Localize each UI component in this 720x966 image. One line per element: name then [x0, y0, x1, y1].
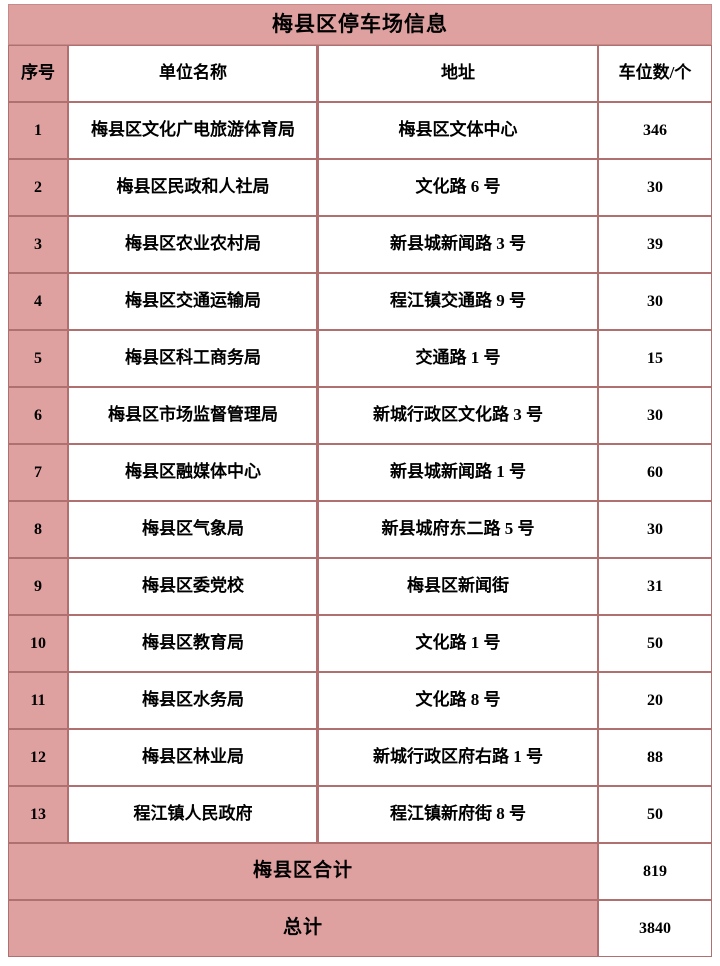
row-index: 2	[8, 159, 68, 216]
row-space-count: 20	[598, 672, 712, 729]
table-row: 11 梅县区水务局 文化路 8 号 20	[8, 672, 712, 729]
row-space-count: 50	[598, 786, 712, 843]
row-index: 6	[8, 387, 68, 444]
row-index: 13	[8, 786, 68, 843]
row-unit-name: 梅县区委党校	[68, 558, 318, 615]
table-row: 6 梅县区市场监督管理局 新城行政区文化路 3 号 30	[8, 387, 712, 444]
row-space-count: 31	[598, 558, 712, 615]
district-subtotal-value: 819	[598, 843, 712, 900]
row-address: 程江镇新府街 8 号	[318, 786, 598, 843]
row-unit-name: 梅县区水务局	[68, 672, 318, 729]
row-index: 4	[8, 273, 68, 330]
grand-total-label: 总计	[8, 900, 598, 957]
row-index: 3	[8, 216, 68, 273]
row-address: 梅县区新闻街	[318, 558, 598, 615]
row-address: 梅县区文体中心	[318, 102, 598, 159]
table-row: 1 梅县区文化广电旅游体育局 梅县区文体中心 346	[8, 102, 712, 159]
row-unit-name: 梅县区科工商务局	[68, 330, 318, 387]
row-address: 新城行政区文化路 3 号	[318, 387, 598, 444]
row-space-count: 30	[598, 387, 712, 444]
district-subtotal-label: 梅县区合计	[8, 843, 598, 900]
row-index: 1	[8, 102, 68, 159]
row-address: 新县城府东二路 5 号	[318, 501, 598, 558]
district-subtotal-row: 梅县区合计 819	[8, 843, 712, 900]
table-row: 5 梅县区科工商务局 交通路 1 号 15	[8, 330, 712, 387]
row-address: 文化路 6 号	[318, 159, 598, 216]
row-index: 12	[8, 729, 68, 786]
row-address: 文化路 1 号	[318, 615, 598, 672]
row-space-count: 15	[598, 330, 712, 387]
row-unit-name: 梅县区气象局	[68, 501, 318, 558]
row-index: 7	[8, 444, 68, 501]
table-row: 12 梅县区林业局 新城行政区府右路 1 号 88	[8, 729, 712, 786]
row-address: 新城行政区府右路 1 号	[318, 729, 598, 786]
row-index: 9	[8, 558, 68, 615]
row-address: 文化路 8 号	[318, 672, 598, 729]
row-index: 5	[8, 330, 68, 387]
row-address: 交通路 1 号	[318, 330, 598, 387]
table-row: 4 梅县区交通运输局 程江镇交通路 9 号 30	[8, 273, 712, 330]
row-address: 程江镇交通路 9 号	[318, 273, 598, 330]
row-space-count: 50	[598, 615, 712, 672]
row-unit-name: 梅县区市场监督管理局	[68, 387, 318, 444]
column-header-address: 地址	[318, 45, 598, 102]
row-space-count: 39	[598, 216, 712, 273]
table-row: 3 梅县区农业农村局 新县城新闻路 3 号 39	[8, 216, 712, 273]
table-row: 13 程江镇人民政府 程江镇新府街 8 号 50	[8, 786, 712, 843]
row-space-count: 30	[598, 273, 712, 330]
page-title: 梅县区停车场信息	[8, 4, 712, 45]
row-space-count: 88	[598, 729, 712, 786]
row-unit-name: 梅县区林业局	[68, 729, 318, 786]
row-unit-name: 梅县区民政和人社局	[68, 159, 318, 216]
row-space-count: 346	[598, 102, 712, 159]
row-index: 10	[8, 615, 68, 672]
column-header-index: 序号	[8, 45, 68, 102]
table-row: 9 梅县区委党校 梅县区新闻街 31	[8, 558, 712, 615]
row-unit-name: 梅县区文化广电旅游体育局	[68, 102, 318, 159]
row-unit-name: 梅县区教育局	[68, 615, 318, 672]
row-index: 8	[8, 501, 68, 558]
table-row: 7 梅县区融媒体中心 新县城新闻路 1 号 60	[8, 444, 712, 501]
table-row: 10 梅县区教育局 文化路 1 号 50	[8, 615, 712, 672]
row-index: 11	[8, 672, 68, 729]
table-body: 梅县区停车场信息 序号 单位名称 地址 车位数/个 1 梅县区文化广电旅游体育局…	[8, 4, 712, 957]
row-unit-name: 梅县区融媒体中心	[68, 444, 318, 501]
row-space-count: 30	[598, 159, 712, 216]
row-unit-name: 梅县区农业农村局	[68, 216, 318, 273]
table-title-row: 梅县区停车场信息	[8, 4, 712, 45]
row-address: 新县城新闻路 3 号	[318, 216, 598, 273]
parking-lot-table: 梅县区停车场信息 序号 单位名称 地址 车位数/个 1 梅县区文化广电旅游体育局…	[8, 4, 712, 957]
grand-total-value: 3840	[598, 900, 712, 957]
row-space-count: 60	[598, 444, 712, 501]
column-header-count: 车位数/个	[598, 45, 712, 102]
grand-total-row: 总计 3840	[8, 900, 712, 957]
table-row: 2 梅县区民政和人社局 文化路 6 号 30	[8, 159, 712, 216]
column-header-name: 单位名称	[68, 45, 318, 102]
table-header-row: 序号 单位名称 地址 车位数/个	[8, 45, 712, 102]
row-unit-name: 梅县区交通运输局	[68, 273, 318, 330]
table-row: 8 梅县区气象局 新县城府东二路 5 号 30	[8, 501, 712, 558]
row-space-count: 30	[598, 501, 712, 558]
row-unit-name: 程江镇人民政府	[68, 786, 318, 843]
row-address: 新县城新闻路 1 号	[318, 444, 598, 501]
